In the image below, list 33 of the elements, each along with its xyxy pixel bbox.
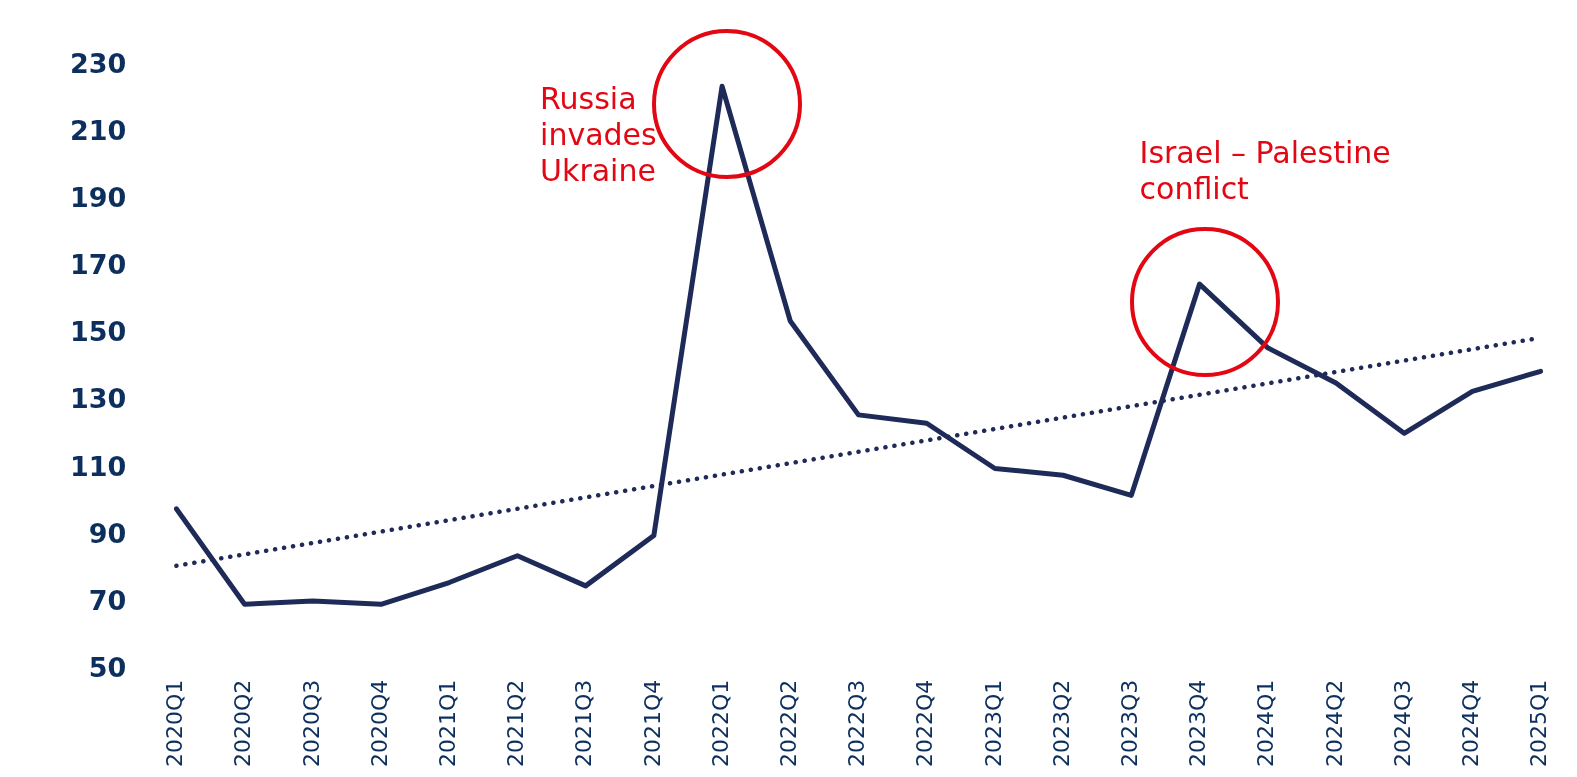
y-tick-label: 150	[69, 316, 127, 348]
annotation: Israel – Palestine conflict	[1139, 135, 1392, 208]
x-tick-label: 2024Q1	[1253, 679, 1279, 768]
annotation: Russia invades Ukraine	[540, 81, 658, 190]
y-tick-label: 170	[69, 249, 127, 281]
y-tick-label: 130	[69, 383, 127, 415]
y-tick-label: 210	[69, 115, 127, 147]
x-tick-label: 2021Q1	[434, 679, 460, 768]
x-tick-label: 2024Q4	[1458, 679, 1484, 768]
x-tick-label: 2022Q1	[707, 679, 733, 768]
x-tick-label: 2021Q3	[571, 679, 597, 768]
x-tick-label: 2020Q1	[162, 679, 188, 768]
y-tick-label: 50	[88, 651, 127, 683]
y-tick-label: 70	[88, 584, 127, 616]
x-tick-label: 2022Q4	[912, 679, 938, 768]
x-tick-label: 2022Q2	[775, 679, 801, 768]
x-tick-label: 2025Q1	[1526, 679, 1552, 768]
x-tick-label: 2021Q4	[639, 679, 665, 768]
y-tick-label: 230	[69, 48, 127, 80]
x-tick-label: 2023Q2	[1048, 679, 1074, 768]
y-tick-label: 110	[69, 450, 127, 482]
x-tick-label: 2023Q1	[980, 679, 1006, 768]
y-tick-label: 90	[88, 517, 127, 549]
x-tick-label: 2022Q3	[844, 679, 870, 768]
x-tick-label: 2021Q2	[503, 679, 529, 768]
x-tick-label: 2023Q3	[1117, 679, 1143, 768]
x-tick-label: 2020Q2	[230, 679, 256, 768]
x-tick-label: 2024Q2	[1321, 679, 1347, 768]
x-tick-label: 2023Q4	[1185, 679, 1211, 768]
y-tick-label: 190	[69, 182, 127, 214]
x-tick-label: 2020Q3	[298, 679, 324, 768]
x-tick-label: 2024Q3	[1389, 679, 1415, 768]
x-tick-label: 2020Q4	[366, 679, 392, 768]
